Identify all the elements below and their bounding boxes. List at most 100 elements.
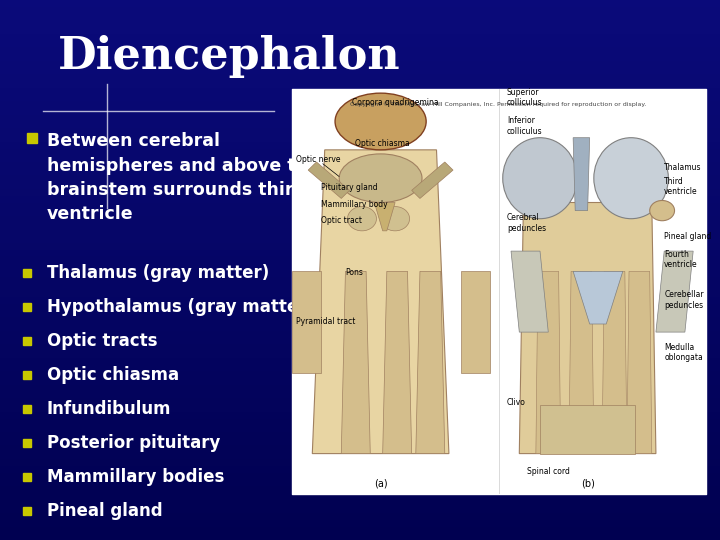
Text: Fourth
ventricle: Fourth ventricle <box>665 250 698 269</box>
Bar <box>0 122 720 128</box>
Bar <box>0 27 720 33</box>
Text: Clivo: Clivo <box>507 398 526 407</box>
Text: (a): (a) <box>374 478 387 488</box>
Polygon shape <box>536 271 561 454</box>
Polygon shape <box>573 271 623 324</box>
Bar <box>0 155 720 162</box>
Bar <box>0 74 720 81</box>
Bar <box>0 176 720 183</box>
Bar <box>0 438 720 445</box>
Bar <box>0 338 720 345</box>
Bar <box>0 20 720 27</box>
Bar <box>0 453 720 459</box>
Bar <box>0 202 720 209</box>
Bar <box>0 465 720 472</box>
Text: Cerebellar
peduncles: Cerebellar peduncles <box>665 291 704 310</box>
Text: Pituitary gland: Pituitary gland <box>320 184 377 192</box>
Bar <box>0 297 720 303</box>
Bar <box>0 500 720 507</box>
Text: Hypothalamus (gray matter): Hypothalamus (gray matter) <box>47 298 314 316</box>
Bar <box>0 209 720 216</box>
Bar <box>0 222 720 230</box>
Polygon shape <box>312 150 449 454</box>
Bar <box>0 270 720 276</box>
FancyBboxPatch shape <box>292 89 706 494</box>
Bar <box>0 384 720 391</box>
Text: Mammillary body: Mammillary body <box>320 200 387 208</box>
Text: Spinal cord: Spinal cord <box>527 467 570 476</box>
Bar <box>0 183 720 189</box>
Polygon shape <box>656 251 693 332</box>
Text: Pyramidal tract: Pyramidal tract <box>296 317 355 326</box>
Bar <box>0 189 720 195</box>
Bar <box>0 310 720 317</box>
Text: Optic chiasma: Optic chiasma <box>47 366 179 384</box>
Ellipse shape <box>503 138 577 219</box>
Text: Infundibulum: Infundibulum <box>47 400 171 418</box>
Polygon shape <box>573 138 590 211</box>
Bar <box>0 115 720 122</box>
Bar <box>0 486 720 492</box>
Bar <box>0 263 720 270</box>
Bar <box>0 507 720 513</box>
Polygon shape <box>374 202 395 231</box>
Bar <box>0 480 720 486</box>
Bar <box>0 87 720 94</box>
Bar <box>0 426 720 432</box>
Bar <box>0 94 720 102</box>
Bar <box>0 526 720 534</box>
Ellipse shape <box>348 206 377 231</box>
Bar <box>0 195 720 202</box>
Bar <box>0 432 720 438</box>
Bar <box>0 14 720 20</box>
Bar <box>0 47 720 54</box>
Bar <box>0 330 720 338</box>
Text: Medulla
oblongata: Medulla oblongata <box>665 343 703 362</box>
Bar <box>0 399 720 405</box>
Bar <box>0 392 720 399</box>
Bar <box>0 303 720 310</box>
Bar <box>0 0 720 6</box>
Bar <box>0 318 720 324</box>
Bar <box>0 135 720 141</box>
Polygon shape <box>341 271 370 454</box>
Bar <box>0 324 720 330</box>
Text: Optic chiasma: Optic chiasma <box>355 139 410 148</box>
Polygon shape <box>292 271 320 373</box>
Text: Superior
colliculus: Superior colliculus <box>507 88 542 107</box>
Text: Diencephalon: Diencephalon <box>58 35 400 78</box>
Polygon shape <box>308 162 350 199</box>
Text: Posterior pituitary: Posterior pituitary <box>47 434 220 452</box>
Bar <box>0 128 720 135</box>
Text: Corpora quadrigemina: Corpora quadrigemina <box>352 98 438 107</box>
Bar <box>0 372 720 378</box>
Bar <box>0 40 720 47</box>
Text: Pons: Pons <box>346 268 364 278</box>
Ellipse shape <box>594 138 668 219</box>
Bar <box>0 256 720 263</box>
Bar <box>0 168 720 176</box>
Bar <box>0 364 720 372</box>
Text: Third
ventricle: Third ventricle <box>665 177 698 197</box>
Ellipse shape <box>381 206 410 231</box>
Polygon shape <box>416 271 445 454</box>
Bar <box>0 216 720 222</box>
Text: Between cerebral
hemispheres and above the
brainstem surrounds third
ventricle: Between cerebral hemispheres and above t… <box>47 132 320 223</box>
Polygon shape <box>540 405 635 454</box>
Text: Cerebral
peduncles: Cerebral peduncles <box>507 213 546 233</box>
Bar <box>0 345 720 351</box>
Bar <box>0 68 720 74</box>
Bar <box>0 284 720 291</box>
Bar <box>0 276 720 284</box>
Ellipse shape <box>335 93 426 150</box>
Bar <box>0 230 720 237</box>
Bar <box>0 472 720 480</box>
Bar <box>0 459 720 465</box>
Bar <box>0 249 720 256</box>
Polygon shape <box>511 251 549 332</box>
Bar <box>0 534 720 540</box>
Bar <box>0 243 720 249</box>
Bar <box>0 357 720 364</box>
Text: Mammillary bodies: Mammillary bodies <box>47 468 224 486</box>
Bar <box>0 405 720 411</box>
